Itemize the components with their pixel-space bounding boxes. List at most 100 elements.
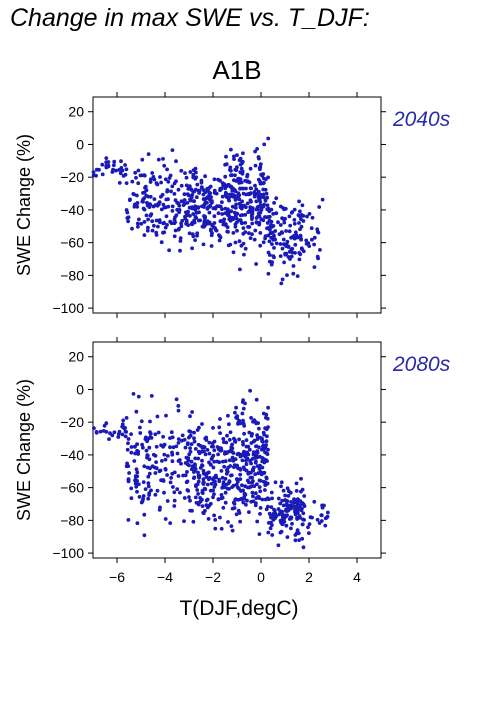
data-point	[194, 483, 198, 488]
data-point	[191, 519, 196, 524]
data-point	[254, 501, 258, 506]
data-point	[237, 437, 242, 442]
data-point	[154, 444, 159, 449]
data-point	[301, 545, 306, 550]
data-point	[192, 475, 197, 480]
data-point	[238, 267, 242, 272]
data-point	[170, 184, 175, 189]
data-point	[139, 173, 144, 178]
data-point	[135, 221, 140, 226]
data-point	[119, 159, 123, 164]
data-point	[241, 440, 245, 444]
data-point	[243, 230, 248, 235]
data-point	[161, 478, 166, 482]
data-point	[274, 241, 279, 246]
data-point	[140, 442, 145, 447]
data-point	[258, 231, 263, 235]
data-point	[224, 184, 229, 189]
data-point	[230, 455, 235, 460]
data-point	[136, 482, 141, 487]
data-point	[124, 208, 129, 212]
data-point	[223, 500, 228, 505]
data-point	[223, 211, 228, 216]
data-point	[184, 175, 189, 180]
data-point	[190, 508, 194, 513]
data-point	[256, 207, 260, 212]
data-point	[192, 199, 197, 204]
data-point	[282, 260, 286, 265]
data-point	[141, 494, 146, 498]
data-point	[208, 184, 213, 189]
data-point	[197, 210, 201, 215]
data-point	[230, 528, 235, 533]
data-point	[228, 218, 233, 223]
data-point	[228, 194, 233, 199]
data-point	[150, 219, 155, 224]
data-point	[220, 475, 225, 480]
data-point	[224, 482, 229, 487]
data-point	[262, 432, 267, 437]
x-tick-label: −2	[205, 569, 221, 585]
data-point	[241, 488, 246, 493]
data-point	[249, 461, 254, 466]
data-point	[298, 233, 303, 238]
data-point	[206, 517, 211, 521]
data-point	[189, 222, 194, 226]
data-point	[254, 444, 259, 448]
data-point	[185, 470, 189, 474]
data-point	[190, 232, 195, 237]
data-point	[157, 508, 162, 512]
data-point	[183, 171, 187, 176]
data-point	[215, 459, 220, 464]
data-point	[176, 474, 181, 478]
data-point	[132, 459, 137, 463]
data-point	[231, 451, 236, 455]
data-point	[212, 177, 217, 182]
data-point	[97, 167, 101, 172]
data-point	[186, 458, 191, 463]
data-point	[228, 430, 233, 435]
data-point	[188, 430, 193, 434]
data-point	[230, 189, 235, 193]
data-point	[170, 204, 175, 209]
data-point	[152, 465, 157, 470]
data-point	[253, 455, 258, 460]
data-point	[175, 487, 180, 492]
data-point	[232, 436, 236, 441]
data-point	[266, 136, 271, 141]
data-point	[218, 417, 222, 421]
data-point	[269, 520, 273, 525]
data-point	[299, 508, 304, 513]
data-point	[235, 463, 240, 468]
data-point	[292, 218, 297, 222]
data-point	[250, 490, 255, 495]
data-point	[231, 231, 236, 235]
data-point	[165, 167, 170, 172]
data-point	[162, 452, 167, 457]
data-point	[281, 503, 286, 508]
data-point	[302, 494, 307, 498]
data-point	[141, 197, 145, 202]
data-point	[190, 193, 195, 197]
data-point	[127, 471, 131, 475]
data-point	[259, 172, 263, 177]
scenario-label: A1B	[212, 55, 262, 85]
data-point	[247, 510, 251, 514]
data-point	[212, 492, 216, 496]
data-point	[170, 148, 175, 153]
data-point	[257, 198, 262, 202]
data-point	[291, 271, 296, 276]
data-point	[284, 498, 288, 503]
data-point	[211, 426, 215, 430]
data-point	[239, 243, 244, 248]
data-point	[283, 251, 287, 256]
data-point	[185, 213, 189, 218]
data-point	[149, 488, 153, 493]
data-point	[141, 445, 145, 450]
data-point	[214, 191, 219, 196]
data-point	[244, 462, 249, 467]
data-point	[140, 157, 145, 162]
data-point	[151, 175, 156, 179]
data-point	[94, 430, 99, 435]
data-point	[144, 448, 149, 453]
